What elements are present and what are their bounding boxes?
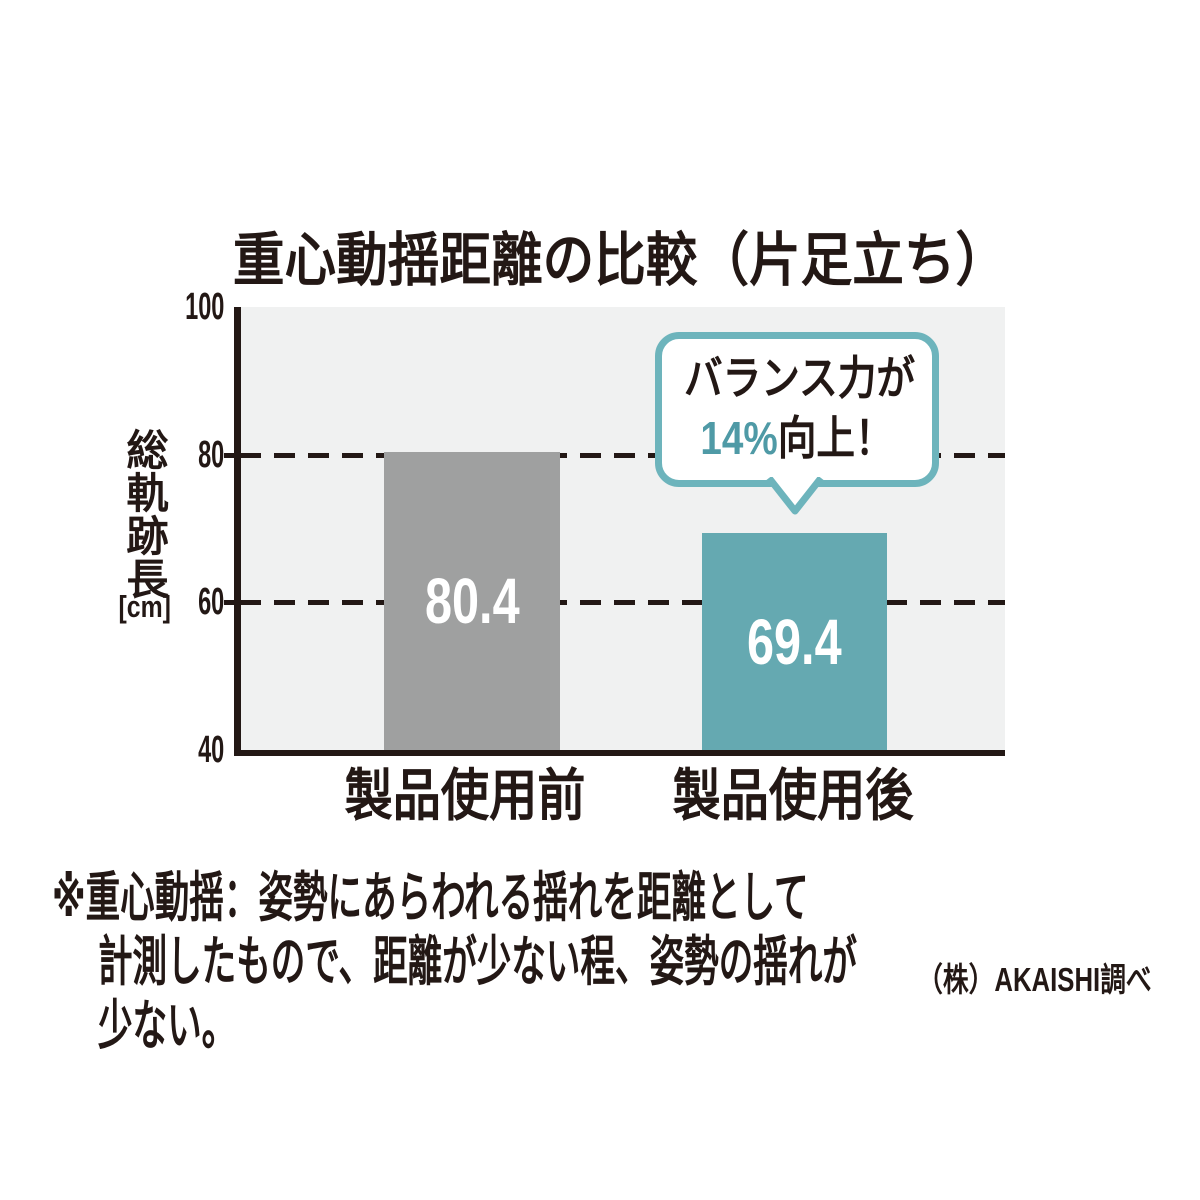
y-tick-100: 100 bbox=[184, 286, 224, 328]
callout-line-1: バランス力が bbox=[684, 352, 916, 404]
footnote-line-1: ※重心動揺：姿勢にあらわれる揺れを距離として bbox=[52, 868, 809, 928]
y-tick-80: 80 bbox=[197, 433, 224, 476]
footnote: ※重心動揺：姿勢にあらわれる揺れを距離として 計測したもので、距離が少ない程、姿… bbox=[52, 866, 1200, 1058]
dashed-gridline-80 bbox=[240, 453, 1005, 458]
bar-after-value-label: 69.4 bbox=[747, 605, 842, 678]
footnote-line-3: 少ない。 bbox=[98, 996, 237, 1056]
x-label-before-use: 製品使用前 bbox=[344, 764, 586, 827]
y-tick-mark-80 bbox=[224, 453, 234, 458]
callout-line-2: 14%向上！ bbox=[662, 408, 932, 468]
y-tick-mark-60 bbox=[224, 600, 234, 605]
chart-title: 重心動揺距離の比較（片足立ち） bbox=[20, 213, 1200, 297]
callout-pointer-icon bbox=[766, 477, 824, 515]
footnote-line-2: 計測したもので、距離が少ない程、姿勢の揺れが bbox=[98, 932, 857, 992]
bar-before-use: 80.4 bbox=[384, 452, 560, 750]
source-credit: （株）AKAISHI調べ bbox=[917, 961, 1152, 998]
chart-title-text: 重心動揺距離の比較（片足立ち） bbox=[232, 228, 1008, 293]
y-tick-40: 40 bbox=[197, 729, 224, 771]
y-axis-title: 総軌跡長 bbox=[121, 428, 168, 600]
y-tick-60: 60 bbox=[197, 581, 224, 624]
y-axis-unit: [cm] bbox=[118, 589, 172, 624]
callout-bubble: バランス力が 14%向上！ bbox=[655, 332, 939, 487]
bar-after-use: 69.4 bbox=[702, 533, 887, 750]
callout-suffix: 向上！ bbox=[777, 412, 894, 464]
dashed-gridline-60 bbox=[240, 600, 1005, 605]
x-axis-line bbox=[234, 750, 1005, 756]
x-label-after-use: 製品使用後 bbox=[672, 764, 914, 827]
callout-highlight: 14% bbox=[700, 412, 778, 464]
bar-before-value-label: 80.4 bbox=[424, 565, 520, 637]
y-axis-line bbox=[234, 307, 241, 756]
